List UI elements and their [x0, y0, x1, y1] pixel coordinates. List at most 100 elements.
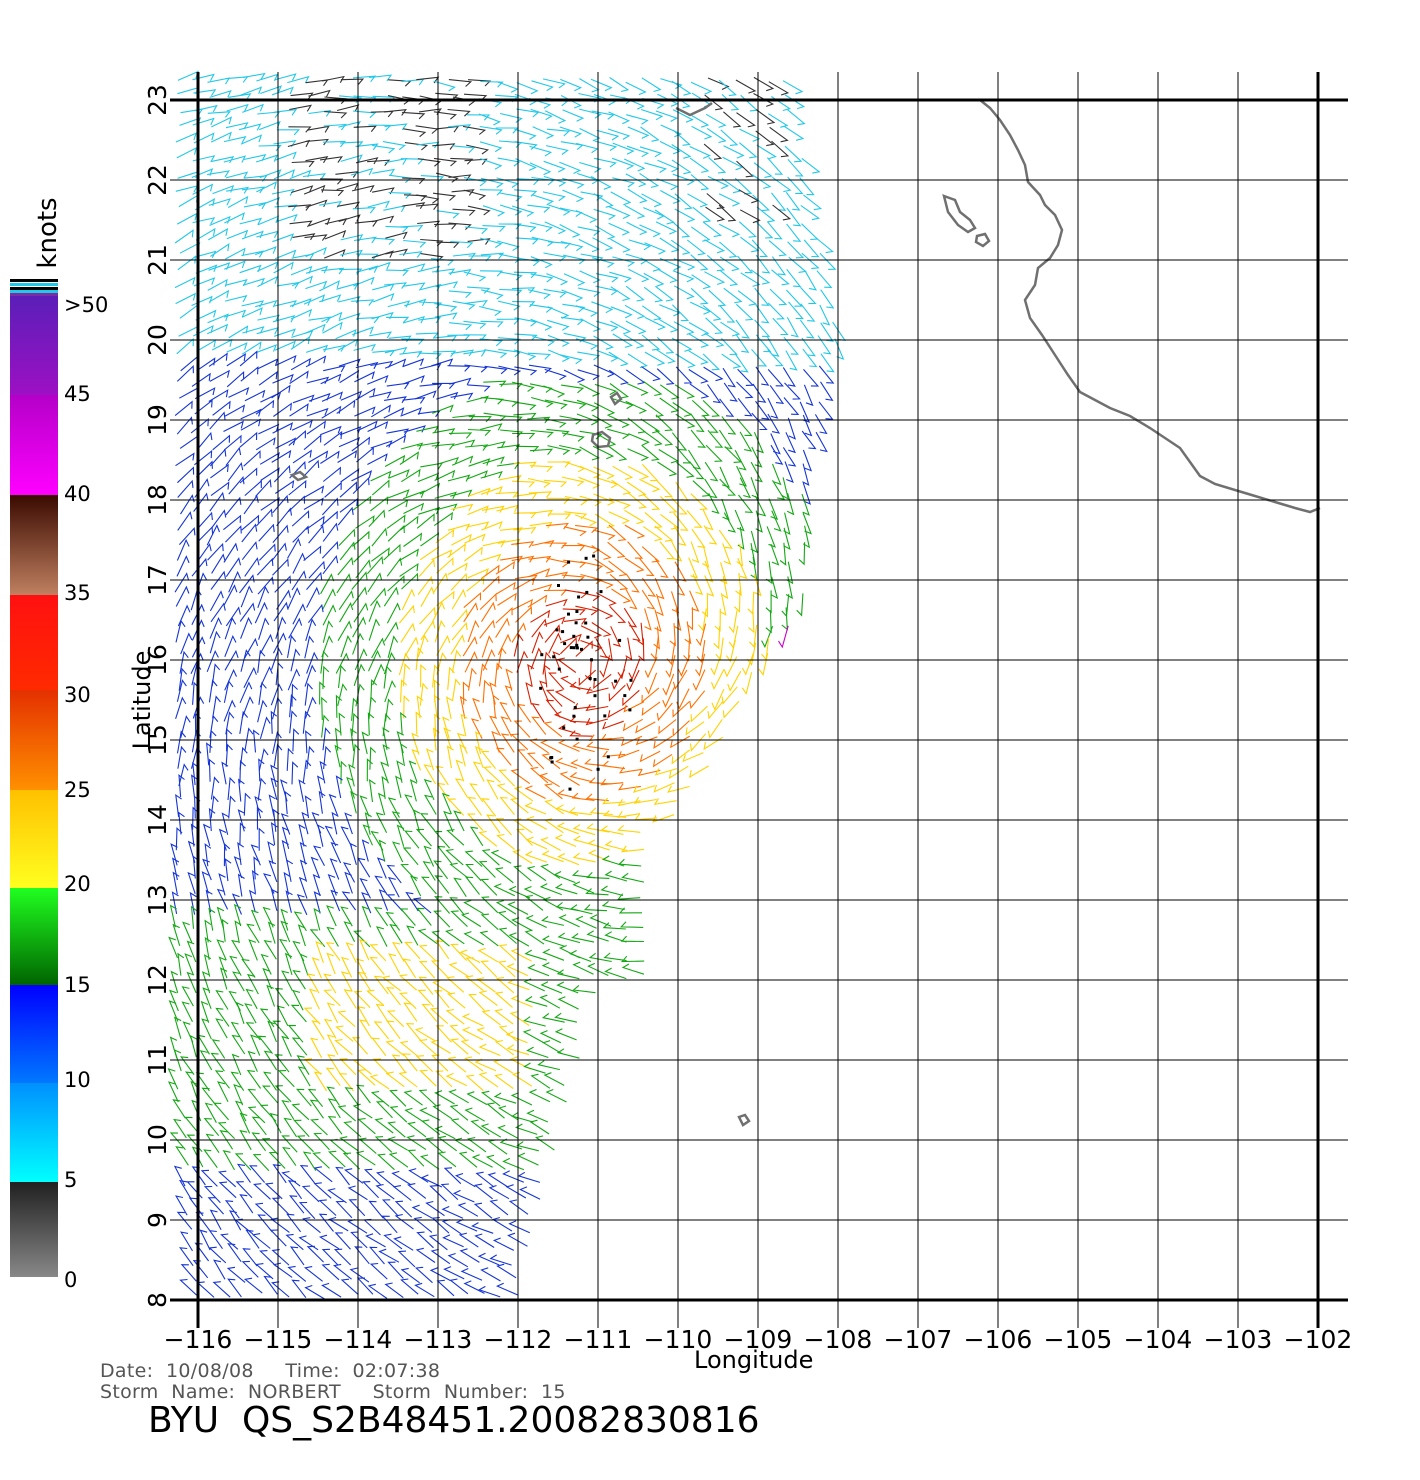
- wind-barb: [499, 701, 512, 723]
- wind-barb: [254, 795, 262, 819]
- wind-barb: [378, 1248, 400, 1263]
- wind-barb: [239, 350, 258, 367]
- wind-barb: [270, 888, 278, 911]
- wind-barb: [627, 621, 641, 642]
- wind-barb: [224, 212, 245, 224]
- wind-barb: [291, 160, 315, 168]
- wind-barb: [478, 860, 496, 878]
- wind-barb: [303, 545, 322, 562]
- wind-barb: [189, 1034, 198, 1058]
- wind-barb: [414, 390, 437, 400]
- wind-barb: [355, 1150, 376, 1166]
- wind-barb: [194, 250, 217, 259]
- wind-barb: [451, 533, 472, 546]
- wind-barb: [601, 855, 625, 867]
- wind-barb: [208, 807, 216, 832]
- wind-barb: [656, 480, 673, 498]
- wind-barb: [579, 495, 603, 507]
- wind-barb: [339, 541, 356, 561]
- wind-barb: [480, 960, 498, 978]
- wind-barb: [580, 318, 602, 332]
- wind-barb: [343, 989, 357, 1009]
- wind-barb: [179, 304, 199, 319]
- wind-barb: [527, 416, 551, 424]
- wind-barb: [751, 412, 768, 431]
- wind-barb: [618, 907, 643, 914]
- colorbar-label: >50: [64, 293, 108, 317]
- wind-barb: [691, 528, 706, 548]
- wind-barb: [224, 858, 232, 882]
- wind-barb: [524, 785, 546, 799]
- wind-barb: [211, 116, 233, 128]
- colorbar-segment: [10, 690, 58, 790]
- wind-barb: [676, 461, 695, 478]
- wind-barb: [337, 1105, 357, 1122]
- wind-barb: [526, 1046, 549, 1059]
- wind-barb: [637, 768, 661, 777]
- wind-barb: [752, 383, 767, 403]
- wind-barb: [255, 246, 277, 256]
- wind-barb: [190, 823, 198, 847]
- wind-barb: [179, 1231, 193, 1252]
- wind-barb: [257, 314, 280, 322]
- wind-barb: [366, 375, 389, 385]
- wind-barb: [175, 185, 199, 193]
- wind-barb: [327, 1188, 347, 1204]
- wind-barb: [416, 907, 432, 926]
- wind-barb: [620, 735, 643, 747]
- wind-barb: [270, 764, 278, 788]
- wind-barb: [574, 514, 598, 527]
- wind-barb: [414, 1282, 435, 1298]
- wind-barb: [304, 635, 315, 659]
- wind-barb: [403, 1002, 418, 1022]
- wind-barb: [431, 601, 446, 623]
- wind-barb: [485, 1154, 506, 1170]
- wind-barb: [684, 621, 692, 645]
- wind-barb: [417, 634, 429, 658]
- wind-barb: [206, 742, 213, 766]
- wind-barb: [641, 546, 660, 563]
- wind-barb: [802, 512, 812, 535]
- wind-barb: [583, 904, 608, 912]
- wind-barb: [306, 586, 320, 608]
- wind-barb: [326, 1002, 339, 1024]
- lon-tick-label: −102: [1284, 1325, 1353, 1354]
- wind-barb: [755, 400, 770, 420]
- wind-barb: [527, 663, 535, 687]
- wind-barb: [180, 355, 199, 372]
- wind-barb: [527, 594, 548, 608]
- wind-barb: [296, 894, 308, 916]
- wind-barb: [406, 1135, 427, 1151]
- wind-barb: [528, 1088, 551, 1103]
- wind-barb: [611, 479, 632, 495]
- wind-barb: [441, 792, 452, 815]
- wind-barb: [375, 1003, 390, 1024]
- wind-barb: [559, 224, 581, 238]
- wind-barb: [297, 924, 306, 947]
- wind-barb: [492, 1237, 515, 1251]
- wind-barb: [227, 461, 244, 482]
- wind-barb: [324, 111, 348, 119]
- wind-barb: [341, 891, 357, 911]
- wind-barb: [222, 1149, 235, 1171]
- wind-barb: [608, 415, 630, 429]
- wind-barb: [690, 226, 711, 242]
- wind-barb: [499, 796, 515, 816]
- wind-barb: [575, 605, 599, 616]
- wind-barb: [414, 1027, 436, 1042]
- wind-barb: [223, 514, 242, 531]
- wind-barb: [305, 265, 329, 274]
- wind-barb: [292, 449, 312, 464]
- wind-barb: [460, 713, 468, 737]
- wind-barb: [170, 970, 179, 993]
- wind-barb: [304, 696, 317, 719]
- wind-barb: [321, 1263, 340, 1281]
- wind-barb: [799, 319, 815, 339]
- wind-barb: [703, 366, 724, 382]
- wind-barb: [418, 363, 442, 371]
- wind-barb: [400, 622, 416, 643]
- wind-barb: [387, 797, 400, 818]
- wind-barb: [343, 1121, 362, 1138]
- wind-barb: [531, 80, 554, 92]
- wind-barb: [434, 491, 457, 500]
